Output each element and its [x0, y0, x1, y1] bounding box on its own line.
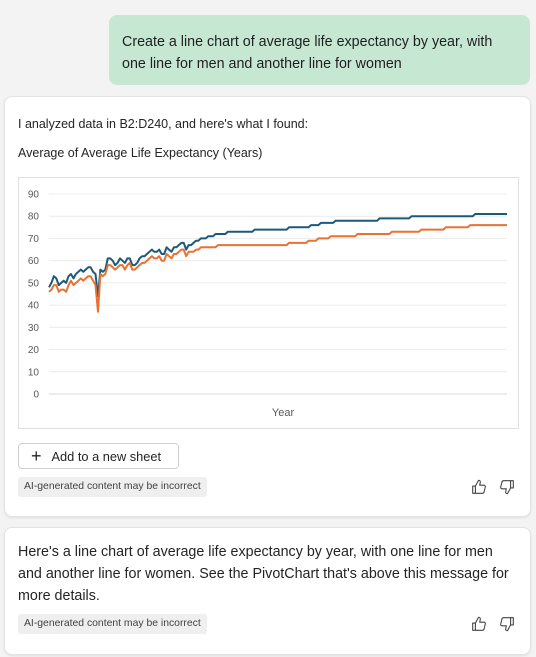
y-tick-label: 90: [28, 190, 40, 201]
y-tick-label: 10: [28, 367, 40, 378]
plus-icon: +: [31, 446, 42, 466]
y-tick-label: 30: [28, 323, 40, 334]
add-to-new-sheet-label: Add to a new sheet: [51, 448, 162, 464]
y-tick-label: 40: [28, 301, 40, 312]
add-to-new-sheet-button[interactable]: + Add to a new sheet: [18, 443, 179, 469]
thumbs-down-icon[interactable]: [498, 478, 516, 496]
line-chart-svg: 0 10 20 30 40 50 60 70 80 90 Year: [28, 190, 507, 419]
series-line-2[interactable]: [48, 224, 507, 313]
response-intro: I analyzed data in B2:D240, and here's w…: [18, 117, 309, 131]
y-tick-label: 0: [33, 390, 39, 401]
user-message-text: Create a line chart of average life expe…: [122, 34, 493, 72]
ai-disclaimer-badge: AI-generated content may be incorrect: [18, 477, 207, 497]
thumbs-down-icon[interactable]: [498, 615, 516, 633]
chart-title: Average of Average Life Expectancy (Year…: [18, 146, 263, 160]
series-line-1[interactable]: [48, 213, 507, 298]
ai-disclaimer-badge: AI-generated content may be incorrect: [18, 614, 207, 634]
user-message-bubble: Create a line chart of average life expe…: [109, 15, 530, 85]
thumbs-up-icon[interactable]: [470, 478, 488, 496]
y-tick-label: 80: [28, 212, 40, 223]
y-tick-label: 70: [28, 234, 40, 245]
feedback-buttons: [470, 615, 516, 633]
summary-text: Here's a line chart of average life expe…: [18, 544, 509, 604]
y-tick-label: 60: [28, 256, 40, 267]
thumbs-up-icon[interactable]: [470, 615, 488, 633]
y-tick-label: 50: [28, 278, 40, 289]
copilot-summary-card: Here's a line chart of average life expe…: [4, 527, 531, 655]
y-tick-label: 20: [28, 345, 40, 356]
copilot-response-card: I analyzed data in B2:D240, and here's w…: [4, 96, 531, 517]
line-chart[interactable]: 0 10 20 30 40 50 60 70 80 90 Year: [18, 177, 519, 429]
feedback-buttons: [470, 478, 516, 496]
x-axis-label: Year: [272, 407, 295, 419]
